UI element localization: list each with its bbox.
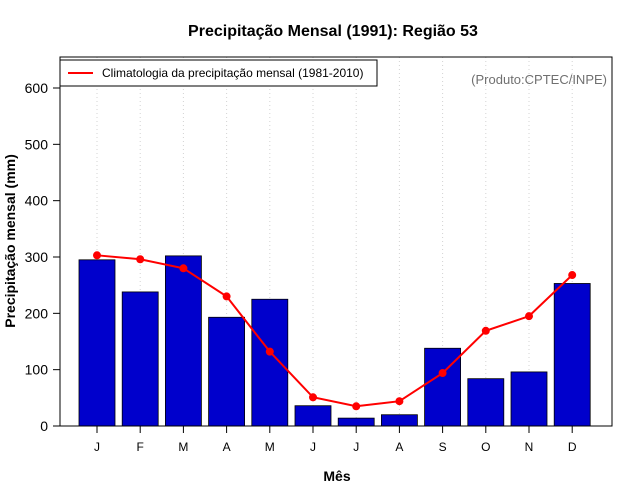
bar (337, 417, 375, 427)
x-axis-label: Mês (323, 468, 350, 484)
y-tick-label: 200 (25, 305, 49, 321)
x-tick-label: O (481, 440, 490, 454)
y-tick-label: 0 (40, 418, 48, 434)
bar (251, 298, 289, 427)
y-tick-label: 500 (25, 136, 49, 152)
x-tick-label: M (265, 440, 275, 454)
climatology-point (136, 255, 145, 264)
bar (164, 255, 202, 427)
climatology-point (525, 312, 533, 321)
x-tick-label: M (178, 440, 188, 454)
climatology-point (222, 292, 231, 301)
legend-entry-climatology: Climatologia da precipitação mensal (198… (102, 66, 363, 80)
bar (121, 291, 159, 427)
credit-annotation: (Produto:CPTEC/INPE) (471, 72, 607, 87)
climatology-point (179, 264, 188, 273)
climatology-point (438, 369, 447, 378)
x-tick-label: A (395, 440, 403, 454)
plot-frame (59, 56, 613, 427)
climatology-series-line (96, 254, 573, 408)
legend-box (59, 59, 378, 87)
climatology-line (93, 251, 577, 411)
y-tick-label: 600 (25, 80, 49, 96)
y-tick-label: 100 (25, 362, 49, 378)
y-axis-label: Precipitação mensal (mm) (2, 154, 18, 328)
x-tick-label: D (568, 440, 577, 454)
climatology-point (352, 402, 361, 411)
x-tick-label: F (137, 440, 144, 454)
y-axis: 0 100 200 300 400 500 600 (25, 80, 60, 434)
chart-title: Precipitação Mensal (1991): Região 53 (188, 23, 478, 40)
legend: Climatologia da precipitação mensal (198… (59, 59, 378, 87)
x-tick-label: A (223, 440, 231, 454)
bar (553, 283, 591, 427)
climatology-point (309, 393, 317, 402)
climatology-point (265, 347, 274, 356)
y-tick-label: 300 (25, 249, 49, 265)
x-tick-label: J (353, 440, 359, 454)
climatology-point (93, 251, 101, 260)
bar (380, 414, 418, 427)
climatology-point (395, 397, 404, 406)
x-tick-label: J (310, 440, 316, 454)
bar (294, 405, 332, 427)
y-tick-label: 400 (25, 193, 49, 209)
bar (510, 371, 548, 427)
x-tick-label: N (525, 440, 534, 454)
x-tick-label: J (94, 440, 100, 454)
climatology-point (568, 271, 577, 280)
bars (78, 255, 591, 427)
climatology-point (481, 326, 490, 335)
bar (467, 378, 505, 427)
bar (78, 259, 116, 427)
bar (208, 316, 246, 427)
grid (96, 57, 573, 426)
x-tick-label: S (439, 440, 447, 454)
